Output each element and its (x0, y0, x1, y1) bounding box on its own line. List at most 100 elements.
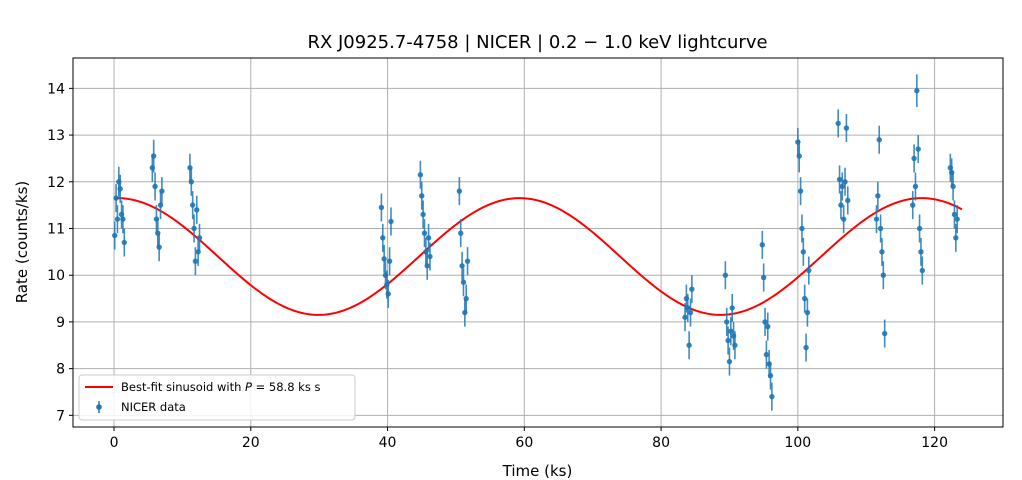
data-point (880, 261, 887, 290)
x-tick-label: 100 (784, 435, 811, 451)
data-point (845, 186, 851, 215)
data-point (919, 256, 926, 285)
data-marker (835, 120, 841, 127)
data-marker (685, 305, 691, 311)
data-point (835, 109, 841, 138)
data-point (840, 205, 847, 234)
data-marker (915, 146, 921, 152)
data-marker (759, 242, 765, 248)
data-point (726, 347, 733, 376)
x-tick-label: 80 (652, 435, 670, 451)
data-marker (845, 197, 851, 204)
x-tick-label: 60 (515, 435, 533, 451)
data-point (915, 135, 921, 164)
data-point (722, 261, 729, 290)
data-marker (385, 291, 391, 297)
data-point (732, 331, 738, 360)
data-point (953, 223, 959, 252)
data-point (150, 139, 157, 173)
legend: Best-fit sinusoid with P = 58.8 ks s NIC… (78, 374, 356, 421)
data-marker (112, 232, 118, 239)
data-point (916, 214, 923, 243)
data-marker (762, 319, 768, 325)
data-point (763, 340, 770, 369)
data-point (117, 174, 123, 203)
fit-curve-layer (113, 197, 963, 316)
data-marker (120, 216, 126, 222)
y-tick-label: 7 (56, 408, 65, 424)
data-marker (460, 279, 467, 285)
data-marker (910, 202, 916, 208)
chart-title: RX J0925.7-4758 | NICER | 0.2 − 1.0 keV … (307, 32, 767, 53)
data-point (912, 172, 919, 201)
data-point (797, 177, 804, 206)
data-marker (911, 155, 917, 162)
data-point (728, 317, 734, 346)
data-point (194, 195, 200, 224)
data-marker (836, 176, 843, 183)
data-marker (800, 249, 807, 255)
data-point (725, 326, 731, 355)
data-marker (388, 218, 394, 225)
data-point (910, 191, 916, 220)
data-point (769, 382, 775, 411)
data-marker (682, 314, 688, 320)
data-marker (386, 258, 393, 264)
data-point (427, 242, 433, 271)
data-marker (686, 342, 692, 348)
data-marker (192, 258, 199, 264)
data-point (460, 268, 467, 297)
data-marker (427, 253, 433, 260)
data-marker (381, 256, 387, 262)
legend-box (78, 374, 356, 421)
data-point (800, 237, 807, 266)
x-tick-label: 0 (110, 435, 119, 451)
data-marker (797, 188, 804, 194)
data-marker (914, 87, 920, 94)
data-point (689, 275, 695, 304)
data-marker (417, 172, 424, 178)
data-marker (724, 319, 730, 325)
data-point (950, 172, 956, 201)
data-marker (117, 186, 123, 192)
data-point (385, 279, 391, 308)
data-marker (121, 239, 127, 246)
data-point (687, 298, 694, 327)
data-point (152, 172, 158, 201)
data-marker (839, 183, 846, 190)
data-point (121, 228, 127, 257)
data-point (879, 237, 885, 266)
data-marker (191, 225, 197, 232)
data-point (767, 361, 774, 390)
data-point (458, 219, 464, 248)
x-tick-label: 40 (379, 435, 397, 451)
y-tick-label: 12 (47, 175, 65, 191)
y-tick-label: 10 (47, 268, 65, 284)
data-marker (464, 258, 471, 264)
y-tick-label: 13 (47, 128, 65, 144)
data-point (425, 223, 432, 252)
data-marker (951, 211, 958, 218)
legend-data-label: NICER data (121, 400, 186, 414)
data-point (456, 177, 463, 206)
data-marker (916, 225, 923, 232)
data-marker (881, 330, 888, 337)
y-axis-label: Rate (counts/ks) (13, 181, 31, 304)
data-marker (687, 309, 694, 316)
data-marker (689, 286, 695, 292)
data-point (836, 165, 843, 194)
data-marker (456, 188, 463, 194)
data-point (189, 191, 196, 220)
data-point (762, 307, 768, 336)
data-marker (950, 183, 956, 190)
data-marker (765, 323, 771, 330)
data-point (421, 219, 428, 248)
legend-fit-label: Best-fit sinusoid with P = 58.8 ks s (121, 380, 320, 394)
data-marker (421, 230, 428, 236)
data-point (760, 263, 767, 292)
data-marker (763, 351, 770, 358)
data-point (724, 307, 730, 336)
data-point (188, 167, 195, 196)
data-point (191, 214, 197, 243)
data-point (914, 74, 920, 108)
